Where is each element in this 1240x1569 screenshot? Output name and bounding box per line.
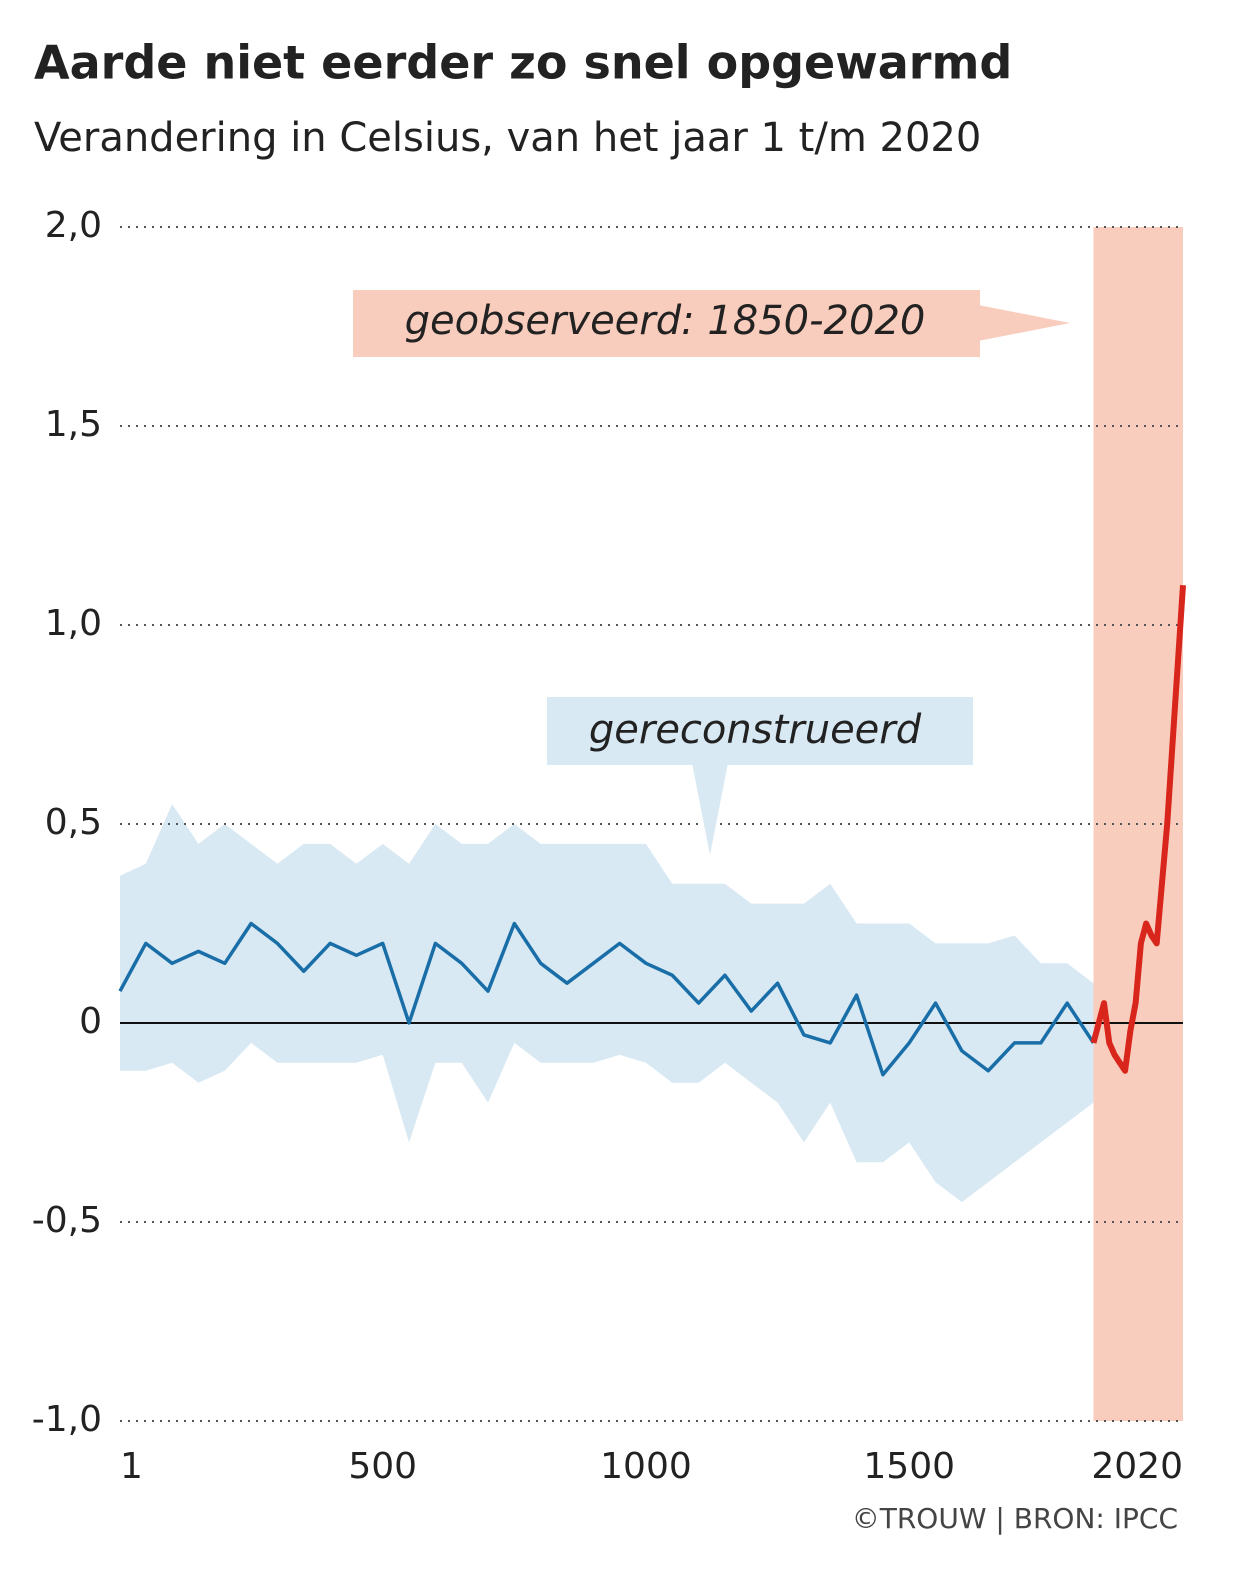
y-tick-label: -1,0 xyxy=(32,1399,102,1440)
y-tick-label: -0,5 xyxy=(32,1200,102,1241)
annotation: gereconstrueerd xyxy=(589,707,922,753)
x-tick-label: 1000 xyxy=(600,1446,692,1487)
line xyxy=(118,921,1095,1077)
chart-subtitle: Verandering in Celsius, van het jaar 1 t… xyxy=(34,115,981,161)
y-tick-label: 0,5 xyxy=(45,802,102,843)
chart-title: Aarde niet eerder zo snel opgewarmd xyxy=(34,36,1012,90)
y-tick-label: 0 xyxy=(79,1001,102,1042)
annotation-box xyxy=(353,290,980,357)
annotation-box xyxy=(547,697,973,765)
plot-area: -1,0-0,500,51,01,52,01 500 1000 1500 2020 xyxy=(32,205,1186,1487)
annotations: geobserveerd: 1850-2020 gereconstrueerd xyxy=(353,290,1070,855)
x-tick-label: 1500 xyxy=(863,1446,955,1487)
annotation-pointer xyxy=(978,305,1070,341)
x-tick-label: 1 xyxy=(120,1446,143,1487)
source: ©TROUW | BRON: IPCC xyxy=(852,1502,1178,1535)
y-tick-label: 2,0 xyxy=(45,205,102,246)
x-tick-label: 2020 xyxy=(1091,1446,1183,1487)
annotation-pointer xyxy=(692,763,728,855)
uncertainty-band xyxy=(120,804,1094,1203)
line xyxy=(1090,585,1186,1074)
y-tick-label: 1,0 xyxy=(45,603,102,644)
annotation: geobserveerd: 1850-2020 xyxy=(405,298,926,344)
x-tick-label: 500 xyxy=(348,1446,417,1487)
y-tick-label: 1,5 xyxy=(45,404,102,445)
